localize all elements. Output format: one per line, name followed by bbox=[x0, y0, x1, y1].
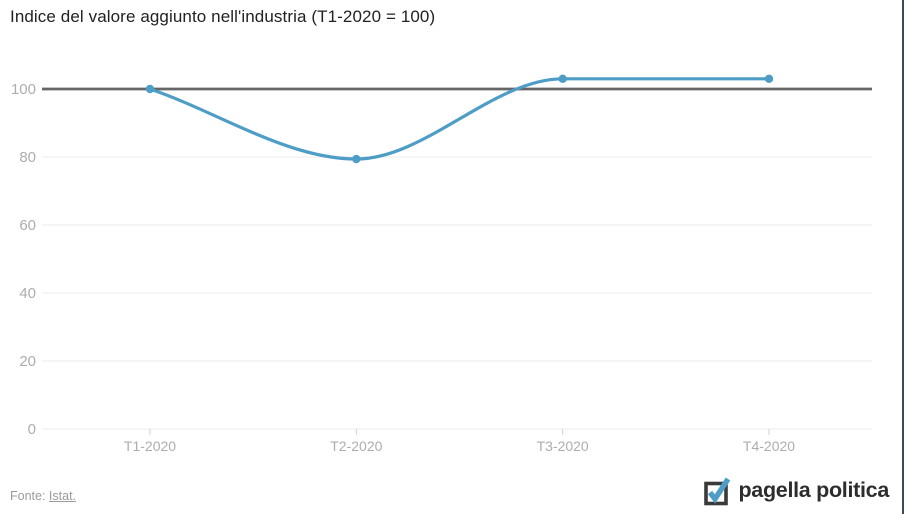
x-axis-tick-label: T1-2020 bbox=[124, 438, 176, 454]
y-axis-tick-label: 40 bbox=[19, 285, 36, 302]
y-axis-tick-label: 0 bbox=[28, 421, 36, 438]
checkbox-logo-icon bbox=[704, 477, 731, 506]
window-right-border bbox=[902, 0, 904, 514]
x-axis-tick-label: T3-2020 bbox=[537, 438, 589, 454]
y-axis-tick-label: 60 bbox=[19, 217, 36, 234]
x-axis-tick-label: T4-2020 bbox=[743, 438, 795, 454]
data-point-T4-2020[interactable] bbox=[764, 74, 774, 84]
source-note: Fonte: Istat. bbox=[10, 489, 76, 503]
source-link[interactable]: Istat. bbox=[48, 489, 77, 503]
y-axis-tick-label: 80 bbox=[19, 149, 36, 166]
chart-title: Indice del valore aggiunto nell'industri… bbox=[10, 7, 436, 26]
data-point-T2-2020[interactable] bbox=[352, 154, 361, 164]
data-point-T3-2020[interactable] bbox=[558, 74, 567, 84]
series-line bbox=[148, 77, 771, 161]
source-prefix: Fonte: bbox=[10, 489, 46, 503]
x-axis-tick-label: T2-2020 bbox=[330, 438, 382, 454]
brand-logo[interactable]: pagella politica bbox=[703, 475, 889, 506]
brand-name: pagella politica bbox=[738, 478, 889, 502]
data-point-T1-2020[interactable] bbox=[145, 84, 155, 94]
y-axis-tick-label: 100 bbox=[11, 81, 36, 98]
y-axis-tick-label: 20 bbox=[19, 353, 36, 370]
